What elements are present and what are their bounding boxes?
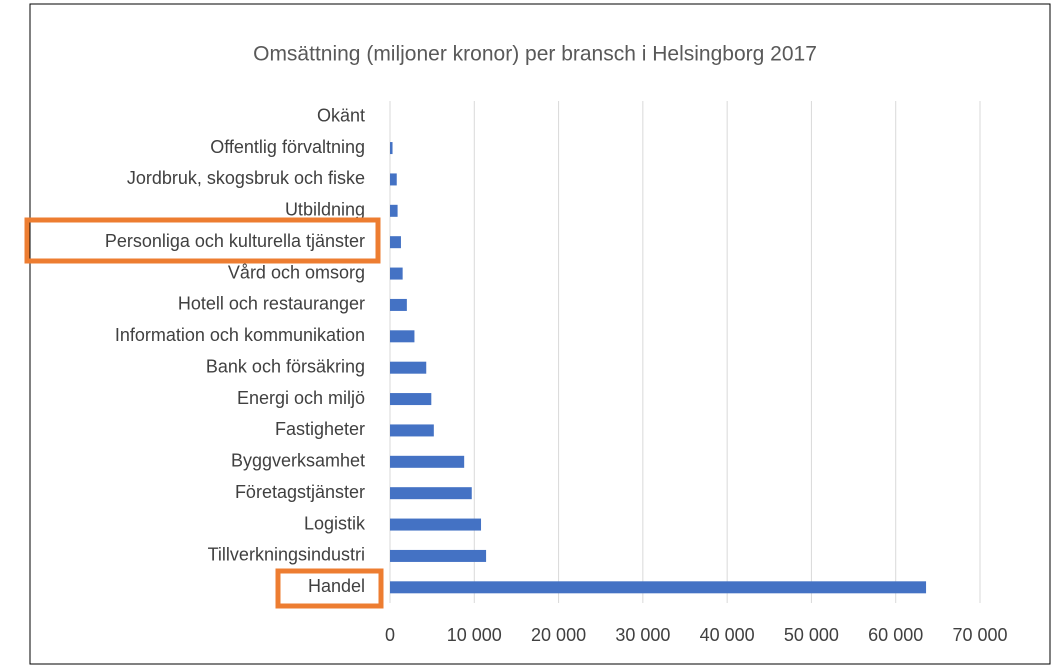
- x-tick-label: 0: [385, 625, 395, 645]
- y-tick-label: Vård och omsorg: [228, 262, 365, 282]
- y-tick-label: Tillverkningsindustri: [208, 545, 365, 565]
- highlight-box: [275, 568, 384, 609]
- bar: [390, 267, 403, 280]
- bar: [390, 330, 415, 343]
- bar: [390, 455, 465, 468]
- y-tick-label: Utbildning: [285, 200, 365, 220]
- x-tick-label: 30 000: [615, 625, 670, 645]
- x-tick-label: 40 000: [700, 625, 755, 645]
- highlight-box: [24, 217, 381, 264]
- y-tick-label: Jordbruk, skogsbruk och fiske: [127, 168, 365, 188]
- bar: [390, 424, 434, 437]
- bar: [390, 204, 398, 217]
- y-tick-label: Energi och miljö: [237, 388, 365, 408]
- y-tick-label: Information och kommunikation: [115, 325, 365, 345]
- y-tick-label: Handel: [308, 576, 365, 596]
- y-tick-label: Offentlig förvaltning: [210, 137, 365, 157]
- bar: [390, 142, 393, 155]
- chart-frame: [29, 3, 1051, 665]
- plot: 0 10 000 20 000 30 000 40 000 50 000 60 000 70 …: [105, 101, 1008, 645]
- y-tick-label: Bank och försäkring: [206, 356, 365, 376]
- y-tick-label: Logistik: [304, 513, 366, 533]
- bar: [390, 549, 487, 562]
- x-tick-label: 50 000: [784, 625, 839, 645]
- bar: [390, 487, 472, 500]
- x-tick-label: 10 000: [447, 625, 502, 645]
- y-tick-label: Fastigheter: [275, 419, 365, 439]
- x-tick-label: 60 000: [868, 625, 923, 645]
- chart-title: Omsättning (miljoner kronor) per bransch…: [253, 43, 817, 66]
- bar: [390, 173, 397, 186]
- y-tick-label: Hotell och restauranger: [178, 294, 365, 314]
- x-tick-label: 20 000: [531, 625, 586, 645]
- y-tick-label: Företagstjänster: [235, 482, 365, 502]
- bar: [390, 518, 482, 531]
- bar: [390, 236, 401, 249]
- bar: [390, 581, 927, 594]
- y-tick-label: Byggverksamhet: [231, 451, 365, 471]
- bar: [390, 361, 427, 374]
- bar: [390, 393, 432, 406]
- y-tick-label: Okänt: [317, 105, 365, 125]
- y-tick-label: Personliga och kulturella tjänster: [105, 231, 365, 251]
- x-tick-label: 70 000: [952, 625, 1007, 645]
- bar: [390, 298, 407, 311]
